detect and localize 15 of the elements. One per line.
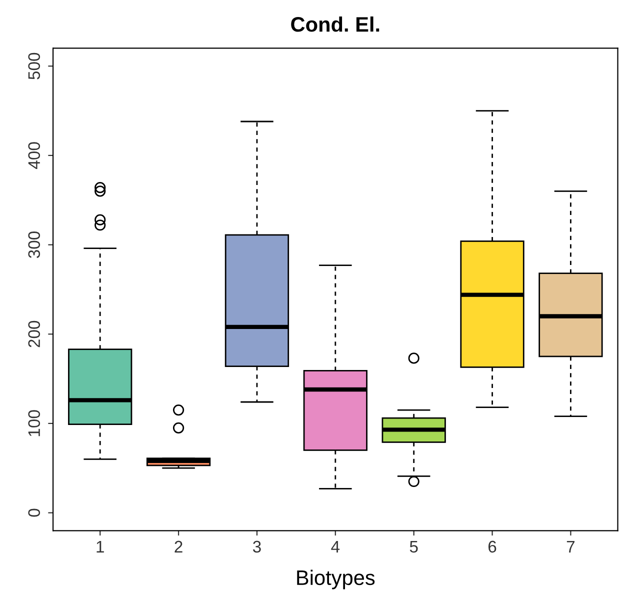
y-tick-label: 500 [28, 52, 40, 80]
y-tick-label: 100 [28, 410, 40, 436]
y-tick-label: 0 [28, 508, 40, 517]
y-tick-label: 400 [28, 142, 40, 169]
x-tick-label: 2 [174, 540, 182, 552]
chart-title: Cond. El. [291, 16, 380, 32]
x-tick-label: 4 [331, 540, 340, 552]
x-tick-label: 3 [252, 540, 261, 553]
x-tick-label: 5 [410, 540, 418, 553]
x-tick-label: 7 [566, 540, 574, 552]
y-tick-label: 200 [28, 320, 40, 348]
x-axis-title: Biotypes [297, 570, 375, 590]
x-tick-label: 6 [488, 540, 496, 553]
x-tick-label: 1 [96, 540, 104, 552]
y-tick-label: 300 [28, 232, 40, 258]
